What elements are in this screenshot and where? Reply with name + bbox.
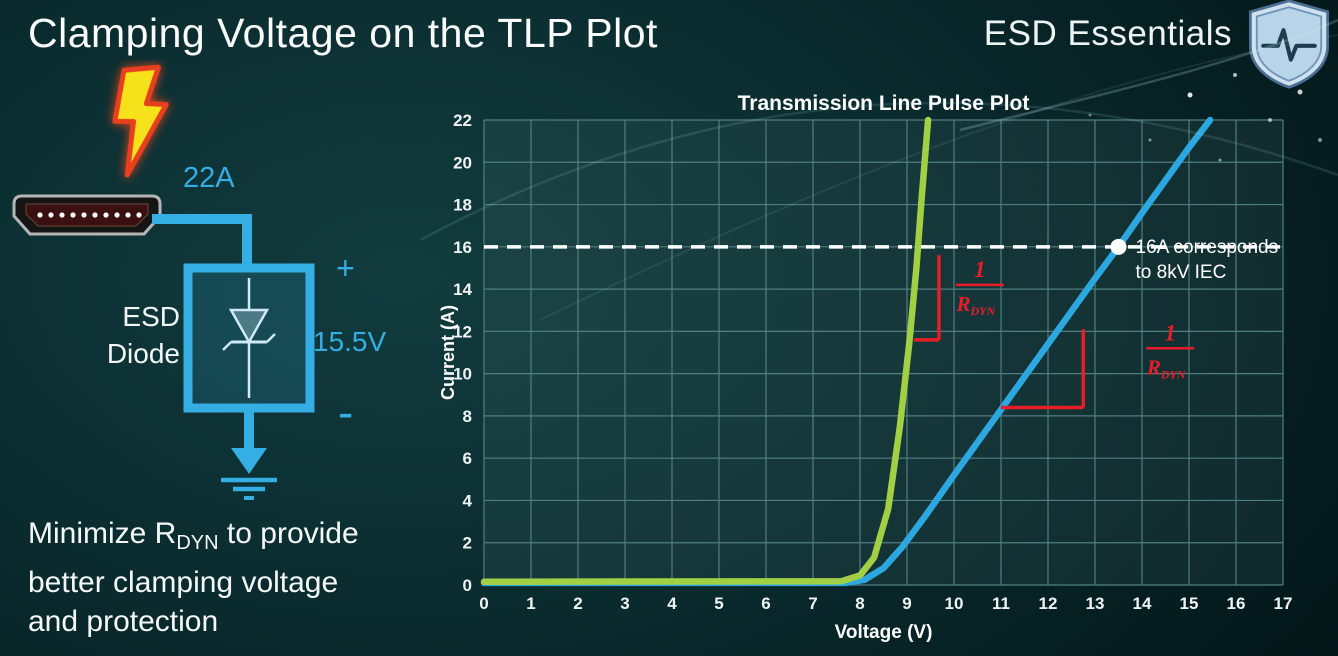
takeaway-line1: Minimize RDYN to provide: [28, 514, 359, 563]
surge-wire: [152, 214, 252, 272]
x-tick-label: 16: [1227, 594, 1246, 613]
lightning-bolt-icon: [112, 64, 169, 178]
rdyn-subscript: DYN: [176, 532, 219, 554]
series-line-0: [480, 116, 1214, 587]
tlp-chart-container: 0 1 2 3 4 5 6 7 8 9 10 11 12 13 14 15 16 17 0 2 4 6 8 10 12 14 16 1…: [440, 90, 1338, 656]
rdyn-fraction-numerator: 1: [974, 257, 986, 282]
chart-title: Transmission Line Pulse Plot: [738, 92, 1030, 115]
shield-logo-icon: [1248, 0, 1330, 89]
pulse-line-icon: [1261, 28, 1317, 62]
x-tick-label: 1: [526, 594, 535, 613]
y-axis-label: Current (A): [440, 305, 458, 400]
x-tick-label: 12: [1039, 594, 1058, 613]
takeaway-line3: and protection: [28, 605, 219, 638]
page-title: Clamping Voltage on the TLP Plot: [28, 10, 658, 56]
x-tick-label: 11: [992, 594, 1010, 613]
x-axis-label: Voltage (V): [835, 622, 933, 643]
marker-label-line1: 16A corresponds: [1136, 237, 1279, 258]
y-tick-label: 6: [463, 449, 472, 468]
device-label-line1: ESD: [122, 301, 180, 332]
y-tick-label: 18: [453, 196, 472, 215]
x-tick-label: 0: [479, 594, 488, 613]
marker-dot: [1110, 238, 1127, 255]
surge-current-label: 22A: [183, 162, 235, 194]
tlp-chart: 0 1 2 3 4 5 6 7 8 9 10 11 12 13 14 15 16 1702468101214161…: [440, 92, 1293, 643]
rdyn-fraction-denominator: RDYN: [956, 292, 997, 318]
x-tick-label: 2: [573, 594, 582, 613]
takeaway-line1-pre: Minimize R: [28, 517, 177, 550]
x-tick-label: 14: [1133, 594, 1152, 613]
brand-text: ESD Essentials: [983, 14, 1232, 53]
y-tick-label: 20: [453, 153, 472, 172]
x-tick-label: 5: [714, 594, 723, 613]
x-tick-label: 3: [620, 594, 629, 613]
y-tick-label: 2: [463, 534, 472, 553]
zener-diode-symbol: [222, 278, 276, 398]
y-tick-label: 16: [453, 238, 472, 257]
y-tick-label: 10: [453, 365, 472, 384]
esd-circuit-diagram: [12, 64, 315, 500]
takeaway-line1-post: to provide: [218, 517, 359, 550]
marker-label-line2: to 8kV IEC: [1136, 262, 1227, 283]
x-tick-label: 8: [855, 594, 864, 613]
current-arrow: [231, 408, 267, 474]
x-tick-label: 4: [667, 594, 677, 613]
x-tick-label: 7: [808, 594, 817, 613]
y-tick-label: 4: [463, 491, 473, 510]
x-tick-label: 13: [1086, 594, 1105, 613]
series-line-1: [480, 116, 932, 586]
y-tick-label: 14: [453, 280, 472, 299]
rdyn-fraction-denominator: RDYN: [1146, 355, 1187, 381]
polarity-minus-label: -: [338, 386, 354, 438]
rdyn-fraction-numerator: 1: [1164, 320, 1176, 345]
x-tick-label: 9: [902, 594, 911, 613]
device-label-line2: Diode: [106, 338, 180, 369]
x-tick-label: 10: [945, 594, 964, 613]
takeaway-line2: better clamping voltage: [28, 566, 339, 599]
ground-symbol: [221, 477, 277, 500]
y-tick-label: 0: [463, 576, 472, 595]
y-tick-label: 22: [453, 111, 472, 130]
takeaway-text: Minimize RDYN to provide better clamping…: [28, 514, 359, 641]
x-tick-label: 6: [761, 594, 770, 613]
y-tick-label: 8: [463, 407, 472, 426]
polarity-plus-label: +: [336, 250, 355, 286]
x-tick-label: 15: [1180, 594, 1199, 613]
clamp-voltage-label: 15.5V: [313, 326, 387, 357]
device-label: ESD Diode: [62, 298, 180, 372]
hdmi-connector-icon: [12, 194, 162, 236]
y-tick-label: 12: [453, 322, 472, 341]
x-tick-label: 17: [1274, 594, 1293, 613]
